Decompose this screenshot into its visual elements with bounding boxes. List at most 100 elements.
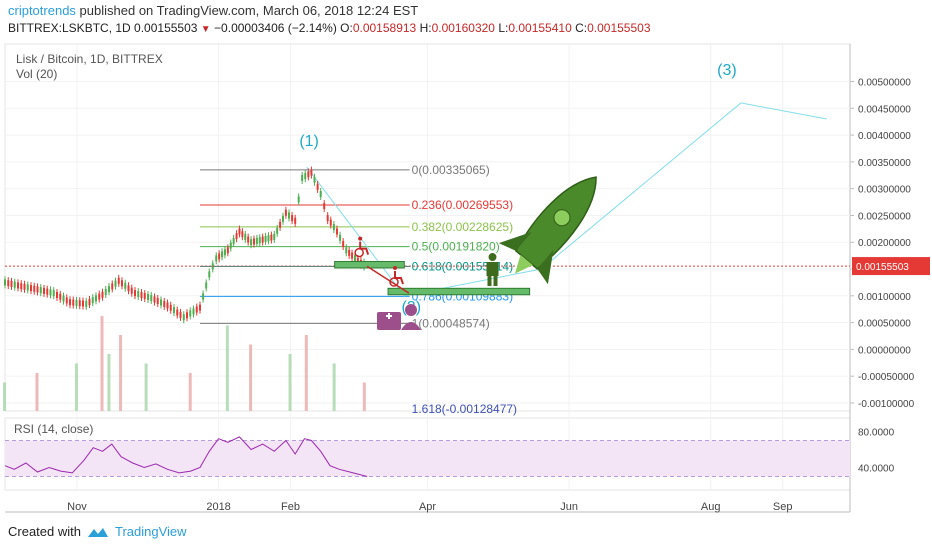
- candle-body: [108, 286, 110, 293]
- fib-level-label: 1(0.00048574): [412, 316, 490, 330]
- candle-body: [101, 291, 104, 298]
- close-value: 0.00155503: [587, 21, 651, 35]
- price-axis-label: 0.00100000: [858, 292, 911, 303]
- candle-body: [241, 231, 244, 238]
- candle-body: [356, 257, 359, 264]
- candle-body: [226, 247, 229, 254]
- candle-body: [270, 234, 273, 241]
- candle-body: [7, 280, 10, 287]
- volume-bar: [144, 363, 148, 411]
- rocket-fin: [498, 231, 532, 251]
- wheelchair-icon: [389, 266, 404, 287]
- drop-arrow: [366, 265, 410, 294]
- candle-body: [301, 174, 304, 181]
- candle-body: [124, 282, 127, 289]
- price-axis-label: 0.00000000: [858, 345, 911, 356]
- fib-level-label: 0.236(0.00269553): [412, 198, 513, 212]
- candle-body: [223, 249, 226, 256]
- candle-body: [4, 279, 6, 286]
- created-with-text: Created with: [8, 524, 81, 539]
- wheelchair-wheel: [354, 247, 364, 258]
- candle-body: [111, 283, 114, 290]
- price-axis-label: 0.00400000: [858, 131, 911, 142]
- candle-body: [211, 263, 214, 270]
- price-axis-label: 0.00250000: [858, 211, 911, 222]
- candle-body: [232, 237, 235, 244]
- rsi-line: [4, 436, 368, 477]
- volume-bar: [74, 363, 78, 411]
- candle-body: [23, 283, 26, 290]
- rsi-axis-label: 40.0000: [858, 464, 895, 475]
- author-name[interactable]: criptotrends: [8, 3, 76, 18]
- open-label: O:: [340, 21, 353, 35]
- candle-body: [335, 228, 338, 235]
- last-price-label: 0.00155503: [856, 262, 909, 273]
- candle-body: [65, 297, 68, 304]
- candle-body: [310, 169, 313, 176]
- time-axis-label: Jun: [560, 501, 578, 513]
- wheelchair-head: [358, 236, 363, 241]
- candle-body: [304, 173, 307, 180]
- volume-bar: [225, 325, 229, 411]
- candle-body: [98, 293, 101, 300]
- candle-body: [49, 289, 52, 296]
- candle-body: [247, 236, 250, 243]
- candle-body: [62, 295, 65, 302]
- candle-body: [202, 293, 205, 300]
- rsi-axis-label: 80.0000: [858, 428, 895, 439]
- candle-body: [69, 299, 71, 306]
- volume-bar: [107, 354, 111, 411]
- fib-level-label: 0.5(0.00191820): [412, 240, 500, 254]
- volume-bar: [188, 373, 192, 411]
- price-axis-label: 0.00450000: [858, 104, 911, 115]
- candle-body: [291, 215, 294, 222]
- volume-bar: [100, 316, 104, 411]
- rocket-fin: [537, 249, 554, 285]
- wheelchair-body: [394, 271, 404, 285]
- published-text: published on TradingView.com, March 06, …: [79, 3, 419, 18]
- candle-body: [199, 304, 201, 311]
- low-label: L:: [498, 21, 509, 35]
- candle-body: [30, 285, 32, 292]
- candle-body: [348, 249, 351, 256]
- candle-body: [176, 309, 179, 316]
- rocket-flame: [515, 254, 533, 274]
- fib-level-label: 1.618(-0.00128477): [412, 402, 517, 416]
- candle-body: [95, 295, 97, 302]
- candle-body: [121, 280, 123, 287]
- candle-body: [13, 281, 16, 288]
- volume-bar: [304, 335, 308, 411]
- candle-body: [43, 287, 45, 294]
- candle-body: [33, 285, 36, 292]
- candle-body: [279, 221, 282, 228]
- price-axis-label: 0.00350000: [858, 158, 911, 169]
- candle-body: [82, 300, 84, 307]
- candle-body: [342, 241, 345, 248]
- tradingview-brand[interactable]: TradingView: [114, 524, 187, 539]
- fib-level-label: 0.382(0.00228625): [412, 220, 513, 234]
- volume-bar: [249, 344, 253, 411]
- price-axis-label: -0.00100000: [858, 399, 915, 410]
- doctor-icon: [405, 303, 417, 316]
- candle-body: [258, 237, 261, 244]
- wheelchair-wheel: [389, 277, 399, 287]
- time-axis-label: Nov: [67, 501, 87, 513]
- time-axis-label: Feb: [281, 501, 300, 513]
- person-leg: [487, 276, 492, 287]
- candle-body: [153, 296, 156, 303]
- price-axis-label: 0.00500000: [858, 78, 911, 89]
- candle-body: [195, 306, 198, 313]
- candle-body: [166, 302, 169, 309]
- candle-body: [345, 247, 348, 254]
- rocket-icon: [498, 176, 597, 285]
- candle-body: [127, 285, 130, 292]
- down-arrow-icon: ▼: [200, 24, 211, 35]
- candle-body: [72, 299, 75, 306]
- candle-body: [117, 277, 120, 284]
- price-axis-label: 0.00050000: [858, 319, 911, 330]
- candle-body: [261, 236, 264, 243]
- chart-area[interactable]: 0.00500000 0.00450000 0.00400000 0.00350000…: [0, 40, 932, 518]
- candle-body: [264, 235, 267, 242]
- wheelchair-head: [393, 266, 397, 271]
- candle-body: [186, 312, 188, 319]
